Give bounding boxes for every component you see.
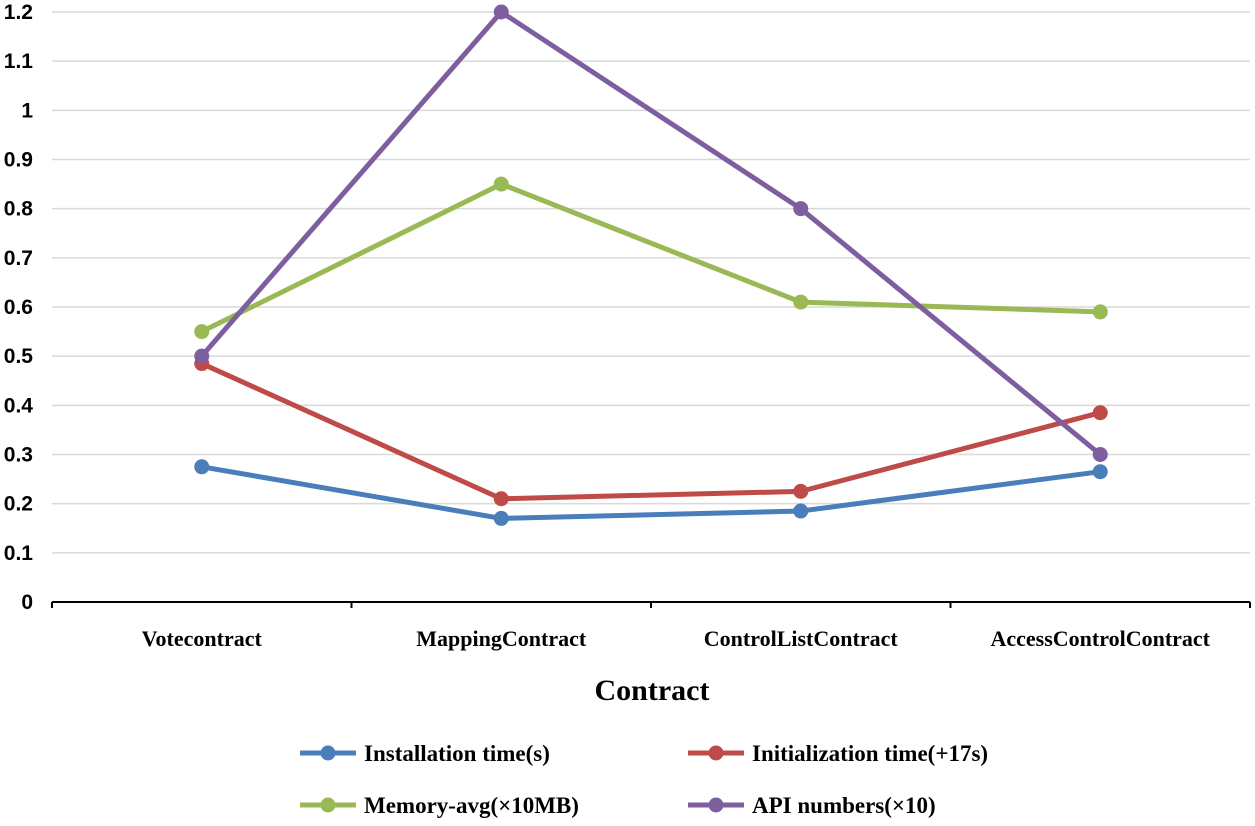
y-axis-ticks: 0 0.1 0.2 0.3 0.4 0.5 0.6 0.7 0.8 0.9 1 1.1 1.2 bbox=[4, 1, 34, 614]
series-line bbox=[199, 9, 1102, 457]
data-point bbox=[194, 348, 210, 364]
data-point bbox=[1092, 464, 1108, 480]
data-point bbox=[493, 510, 509, 526]
data-point bbox=[493, 176, 509, 192]
data-point bbox=[1092, 405, 1108, 421]
legend-marker bbox=[320, 745, 336, 761]
y-tick-label: 0.3 bbox=[4, 444, 33, 467]
y-tick-label: 0.1 bbox=[4, 542, 34, 565]
y-tick-label: 0.4 bbox=[4, 394, 34, 417]
y-tick-label: 0.2 bbox=[4, 493, 33, 516]
data-point bbox=[194, 459, 210, 475]
legend-label: Initialization time(+17s) bbox=[752, 741, 988, 766]
y-tick-label: 0 bbox=[21, 591, 33, 614]
x-axis: Votecontract MappingContract ControlListCo… bbox=[51, 601, 1251, 651]
y-tick-label: 0.5 bbox=[4, 345, 34, 368]
data-point bbox=[493, 491, 509, 507]
x-tick-label: AccessControlContract bbox=[990, 626, 1210, 651]
data-point bbox=[793, 483, 809, 499]
data-point bbox=[493, 4, 509, 20]
y-tick-label: 1 bbox=[21, 99, 33, 122]
series-line bbox=[200, 361, 1101, 502]
legend-label: Memory-avg(×10MB) bbox=[364, 793, 579, 818]
legend-marker bbox=[708, 797, 724, 813]
data-point bbox=[793, 294, 809, 310]
legend-marker bbox=[320, 797, 336, 813]
data-point bbox=[793, 503, 809, 519]
data-point bbox=[194, 324, 210, 340]
legend-label: API numbers(×10) bbox=[752, 793, 936, 818]
series-line bbox=[201, 464, 1101, 521]
y-tick-label: 0.9 bbox=[4, 149, 33, 172]
y-tick-label: 1.2 bbox=[4, 1, 33, 24]
data-point bbox=[793, 201, 809, 217]
data-point bbox=[1092, 304, 1108, 320]
y-tick-label: 1.1 bbox=[4, 50, 34, 73]
legend-item: Memory-avg(×10MB) bbox=[300, 793, 579, 818]
legend-label: Installation time(s) bbox=[364, 741, 550, 766]
legend-item: Initialization time(+17s) bbox=[688, 741, 988, 766]
series-points bbox=[194, 4, 1108, 526]
y-tick-label: 0.8 bbox=[4, 198, 34, 221]
legend-item: Installation time(s) bbox=[300, 741, 550, 766]
x-tick-label: MappingContract bbox=[416, 626, 587, 651]
x-axis-label: Contract bbox=[595, 674, 710, 707]
x-tick-label: ControlListContract bbox=[704, 626, 899, 651]
legend: Installation time(s) Initialization time(… bbox=[300, 741, 988, 818]
legend-item: API numbers(×10) bbox=[688, 793, 936, 818]
x-tick-label: Votecontract bbox=[142, 626, 263, 651]
y-tick-label: 0.6 bbox=[4, 296, 33, 319]
data-point bbox=[1092, 447, 1108, 462]
y-tick-label: 0.7 bbox=[4, 247, 33, 270]
series-lines bbox=[199, 9, 1102, 521]
series-line bbox=[200, 181, 1101, 334]
legend-marker bbox=[708, 745, 724, 761]
